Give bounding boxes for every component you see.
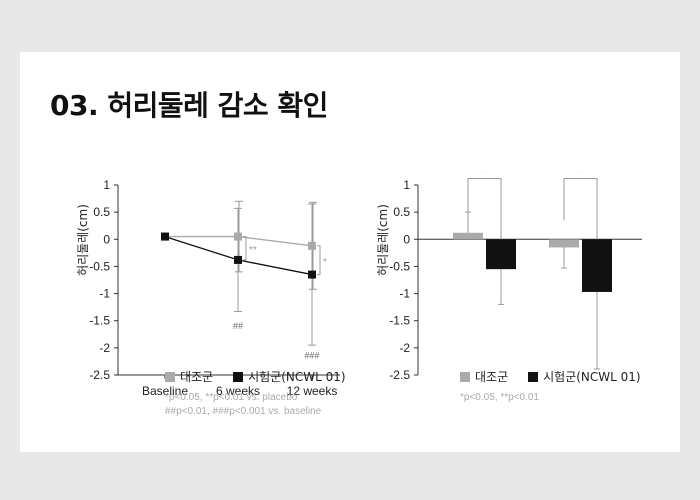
data-point — [234, 255, 242, 264]
y-tick-label: -0.5 — [389, 259, 410, 273]
y-tick-label: -2 — [99, 341, 110, 355]
legend-swatch-gray — [165, 371, 175, 382]
y-tick-label: -1 — [399, 287, 410, 301]
significance-label: * — [323, 257, 327, 268]
significance-bracket — [243, 236, 247, 261]
line-chart-footnote: *p<0.05, **p<0.01 vs. placebo ##p<0.01, … — [165, 391, 321, 419]
significance-label: *** — [479, 172, 490, 177]
content-card: 03. 허리둘레 감소 확인 1 0.5 0 -0.5 -1 -1.5 -2 -2.5 허리둘레… — [20, 52, 680, 452]
y-axis-label: 허리둘레(cm) — [376, 204, 390, 276]
legend-swatch-black — [233, 371, 244, 382]
line-chart-legend: 대조군 시험군(NCWL 01) — [165, 368, 360, 385]
baseline-significance-label: ### — [304, 351, 319, 361]
y-tick-label: -1.5 — [389, 314, 410, 328]
y-axis-label: 허리둘레(cm) — [76, 204, 90, 276]
bar — [549, 239, 579, 248]
legend-swatch-gray — [460, 371, 470, 382]
significance-bracket — [563, 177, 598, 240]
y-tick-label: -1.5 — [89, 314, 110, 328]
legend-item-test: 시험군(NCWL 01) — [233, 368, 346, 385]
y-tick-label: 0.5 — [393, 205, 410, 219]
y-tick-label: 0.5 — [93, 205, 110, 219]
data-point — [308, 270, 316, 279]
footnote-line: ##p<0.01, ###p<0.001 vs. baseline — [165, 406, 322, 417]
bar — [486, 239, 516, 270]
significance-bracket — [317, 245, 321, 276]
y-tick-label: -0.5 — [89, 259, 110, 273]
bar-chart-footnote: *p<0.05, **p<0.01 — [460, 391, 539, 405]
footnote-line: *p<0.05, **p<0.01 — [460, 392, 539, 403]
y-tick-label: -2.5 — [89, 368, 110, 382]
x-tick-label: 12 weeks — [287, 384, 338, 398]
baseline-significance-label: ## — [233, 321, 243, 331]
y-tick-label: -1 — [99, 287, 110, 301]
x-tick-label: 6 weeks — [216, 384, 260, 398]
legend-label: 대조군 — [180, 370, 214, 384]
legend-label: 시험군(NCWL 01) — [543, 370, 641, 384]
significance-bracket — [467, 177, 502, 240]
legend-item-control: 대조군 — [460, 368, 508, 385]
legend-item-test: 시험군(NCWL 01) — [528, 368, 641, 385]
footnote-line: *p<0.05, **p<0.01 vs. placebo — [165, 392, 298, 403]
bar-chart-legend: 대조군 시험군(NCWL 01) — [460, 368, 655, 385]
legend-item-control: 대조군 — [165, 368, 213, 385]
bar — [453, 232, 483, 240]
page-title: 03. 허리둘레 감소 확인 — [50, 89, 328, 122]
legend-swatch-black — [528, 371, 539, 382]
y-tick-label: -2.5 — [389, 368, 410, 382]
y-tick-label: -2 — [399, 341, 410, 355]
legend-label: 대조군 — [475, 370, 509, 384]
data-point — [161, 232, 169, 241]
significance-label: ** — [249, 245, 257, 256]
line-chart: 1 0.5 0 -0.5 -1 -1.5 -2 -2.5 허리둘레(cm) Baseline 6 w… — [76, 178, 340, 398]
y-tick-label: 1 — [103, 178, 110, 192]
data-point — [308, 241, 316, 250]
significance-label: *** — [575, 172, 586, 177]
legend-label: 시험군(NCWL 01) — [248, 370, 346, 384]
x-tick-label: Baseline — [142, 384, 188, 398]
y-tick-label: 1 — [403, 178, 410, 192]
y-tick-label: 0 — [403, 232, 410, 246]
data-point — [234, 232, 242, 241]
y-tick-label: 0 — [103, 232, 110, 246]
bar-chart: 1 0.5 0 -0.5 -1 -1.5 -2 -2.5 허리둘레(cm) *** *** — [376, 172, 642, 382]
bar — [582, 239, 612, 292]
